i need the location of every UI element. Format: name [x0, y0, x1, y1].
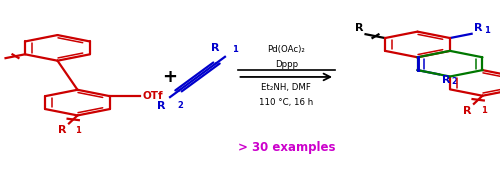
Text: 110 °C, 16 h: 110 °C, 16 h	[259, 98, 314, 107]
Text: R: R	[354, 23, 363, 33]
Text: R: R	[58, 125, 66, 135]
Text: 1: 1	[232, 45, 238, 54]
Text: 2: 2	[452, 77, 458, 86]
Text: OTf: OTf	[142, 91, 163, 101]
Text: R: R	[212, 43, 220, 53]
Text: > 30 examples: > 30 examples	[238, 141, 335, 154]
Text: 1: 1	[484, 26, 490, 35]
Text: 1: 1	[76, 126, 82, 135]
Text: 2: 2	[178, 101, 184, 110]
Text: R: R	[474, 23, 482, 33]
Text: Et₂NH, DMF: Et₂NH, DMF	[262, 83, 311, 92]
Text: R: R	[463, 106, 471, 115]
Text: +: +	[162, 68, 178, 86]
Text: R: R	[442, 75, 450, 85]
Text: Dppp: Dppp	[274, 61, 298, 69]
Text: Pd(OAc)₂: Pd(OAc)₂	[268, 45, 305, 54]
Text: R: R	[156, 101, 165, 110]
Text: 1: 1	[482, 106, 488, 115]
